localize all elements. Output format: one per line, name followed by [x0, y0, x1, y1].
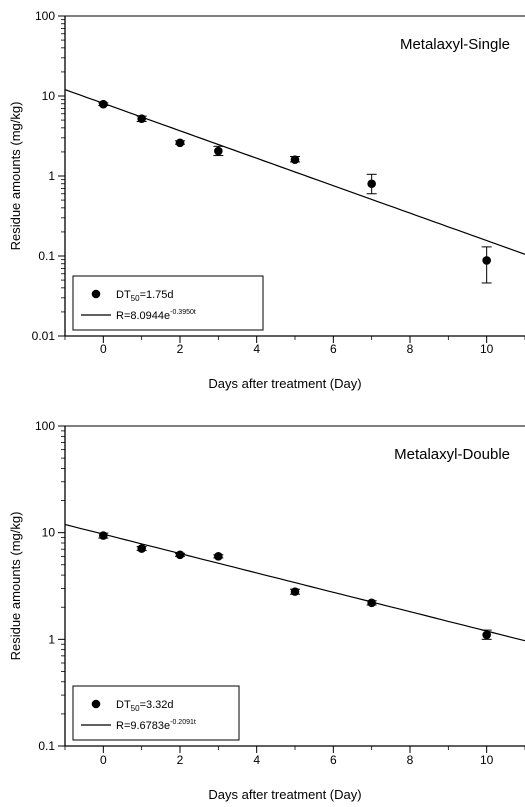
x-axis-title: Days after treatment (Day): [208, 787, 361, 802]
data-marker: [175, 550, 185, 560]
legend: DT50=3.32d R=9.6783e-0.2091t: [72, 685, 240, 741]
y-axis-title: Residue amounts (mg/kg): [8, 102, 23, 251]
x-tick-label: 2: [177, 342, 184, 356]
x-tick-label: 0: [100, 342, 107, 356]
data-point: [213, 552, 224, 561]
legend-equation-label: R=8.0944e-0.3950t: [116, 309, 196, 322]
legend: DT50=1.75d R=8.0944e-0.3950t: [72, 275, 264, 331]
y-tick-label: 0.1: [38, 739, 55, 753]
legend-dt50-label: DT50=3.32d: [116, 699, 174, 713]
y-axis-title: Residue amounts (mg/kg): [8, 512, 23, 661]
x-tick-label: 10: [480, 342, 494, 356]
data-marker: [175, 138, 185, 148]
x-tick-label: 8: [407, 753, 414, 767]
data-point: [366, 598, 377, 608]
legend-box: [72, 685, 240, 741]
data-point: [136, 544, 147, 553]
legend-marker-symbol: [91, 699, 101, 709]
y-tick-label: 0.1: [38, 249, 55, 263]
y-tick-label: 1: [48, 632, 55, 646]
data-point: [213, 145, 224, 157]
legend-box: [72, 275, 264, 331]
data-marker: [367, 179, 376, 189]
chart-title: Metalaxyl-Double: [394, 446, 510, 463]
x-tick-label: 4: [253, 342, 260, 356]
legend-dt50-label: DT50=1.75d: [116, 289, 174, 303]
x-tick-label: 8: [407, 342, 414, 356]
y-tick-label: 1: [48, 169, 55, 183]
data-marker: [137, 114, 146, 124]
fit-line: [65, 89, 525, 255]
y-tick-label: 100: [35, 9, 55, 23]
data-point: [290, 587, 300, 596]
legend-equation-label: R=9.6783e-0.2091t: [116, 719, 196, 732]
y-tick-label: 10: [42, 526, 56, 540]
data-marker: [482, 256, 491, 265]
x-tick-label: 0: [100, 753, 107, 767]
x-tick-label: 4: [253, 753, 260, 767]
data-point: [481, 246, 492, 284]
data-point: [481, 629, 492, 640]
data-point: [136, 114, 147, 124]
data-point: [175, 550, 185, 560]
data-marker: [290, 155, 300, 164]
x-tick-label: 2: [177, 753, 184, 767]
chart-title: Metalaxyl-Single: [400, 36, 510, 53]
y-tick-label: 100: [35, 419, 55, 433]
data-point: [290, 155, 300, 164]
data-point: [98, 99, 109, 109]
chart-panel-2: 0.1 1 10 100 0 2 4 6 8 10 Days after treatment (Da…: [8, 419, 525, 802]
data-marker: [214, 146, 223, 156]
legend-marker-symbol: [91, 289, 101, 299]
data-marker: [99, 531, 108, 540]
y-tick-label: 0.01: [32, 329, 56, 343]
x-tick-label: 10: [480, 753, 494, 767]
y-tick-label: 10: [42, 89, 56, 103]
x-axis-title: Days after treatment (Day): [208, 376, 361, 391]
fit-line: [65, 523, 525, 642]
data-marker: [214, 552, 223, 561]
data-marker: [137, 544, 146, 553]
x-tick-label: 6: [330, 342, 337, 356]
data-marker: [290, 587, 300, 596]
data-marker: [367, 598, 376, 608]
x-tick-label: 6: [330, 753, 337, 767]
data-point: [98, 531, 109, 540]
data-point: [366, 173, 377, 195]
chart-panel-1: 0.01 0.1 1 10 100 0 2 4 6 8 10 Days after treatment…: [8, 9, 525, 391]
data-marker: [482, 630, 491, 640]
data-marker: [99, 99, 108, 109]
data-point: [175, 138, 185, 148]
